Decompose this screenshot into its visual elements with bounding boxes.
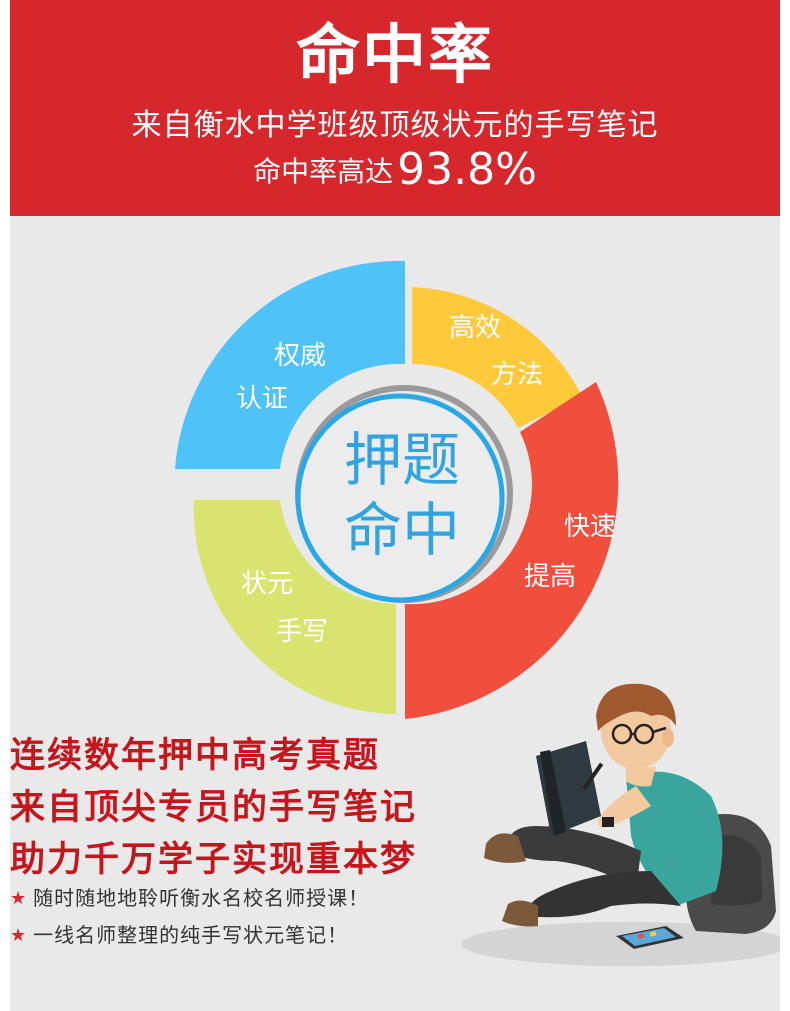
star-icon: ★ [10, 888, 28, 909]
highlight-line: 助力千万学子实现重本梦 [10, 840, 418, 880]
segment-efficient [412, 287, 582, 428]
highlight-list: 连续数年押中高考真题 来自顶尖专员的手写笔记 助力千万学子实现重本梦 [10, 730, 570, 886]
label-champion-2: 手写 [276, 617, 328, 647]
segment-fast [405, 382, 619, 719]
bullet-text: 一线名师整理的纯手写状元笔记！ [33, 923, 349, 947]
label-champion-1: 状元 [241, 569, 293, 599]
hit-rate-value: 93.8% [397, 144, 537, 195]
feature-donut: 押题 命中 权威 认证 高效 方法 快速 提高 状元 手写 [175, 260, 619, 719]
page-title: 命中率 [296, 19, 494, 93]
poster: 命中率 来自衡水中学班级顶级状元的手写笔记 命中率高达93.8% 押题 命中 权… [10, 0, 780, 1011]
label-authority-1: 权威 [274, 341, 326, 371]
center-text-line1: 押题 [344, 426, 460, 494]
student-reading-illustration [461, 683, 780, 966]
label-efficient-1: 高效 [449, 313, 501, 343]
segment-champion [193, 500, 396, 714]
segment-authority [175, 260, 405, 469]
star-icon: ★ [10, 925, 28, 946]
hit-rate-label: 命中率高达 [253, 155, 394, 188]
header-subtitle: 来自衡水中学班级顶级状元的手写笔记 [131, 108, 659, 143]
highlight-line: 来自顶尖专员的手写笔记 [10, 788, 418, 828]
hit-rate-line: 命中率高达93.8% [10, 146, 780, 196]
bullet-text: 随时随地地聆听衡水名校名师授课！ [33, 886, 370, 910]
inner-blue-ring [295, 393, 505, 603]
label-fast-2: 提高 [524, 562, 576, 592]
bullet-item: ★ 随时随地地聆听衡水名校名师授课！ [10, 880, 570, 917]
highlight-line: 连续数年押中高考真题 [10, 736, 381, 776]
label-fast-1: 快速 [564, 512, 616, 542]
bullet-list: ★ 随时随地地聆听衡水名校名师授课！ ★ 一线名师整理的纯手写状元笔记！ [10, 880, 570, 954]
center-text-line2: 命中 [344, 496, 460, 564]
header-banner: 命中率 来自衡水中学班级顶级状元的手写笔记 命中率高达93.8% [10, 0, 780, 216]
bullet-item: ★ 一线名师整理的纯手写状元笔记！ [10, 917, 570, 954]
label-authority-2: 认证 [236, 384, 288, 414]
label-efficient-2: 方法 [491, 360, 543, 390]
